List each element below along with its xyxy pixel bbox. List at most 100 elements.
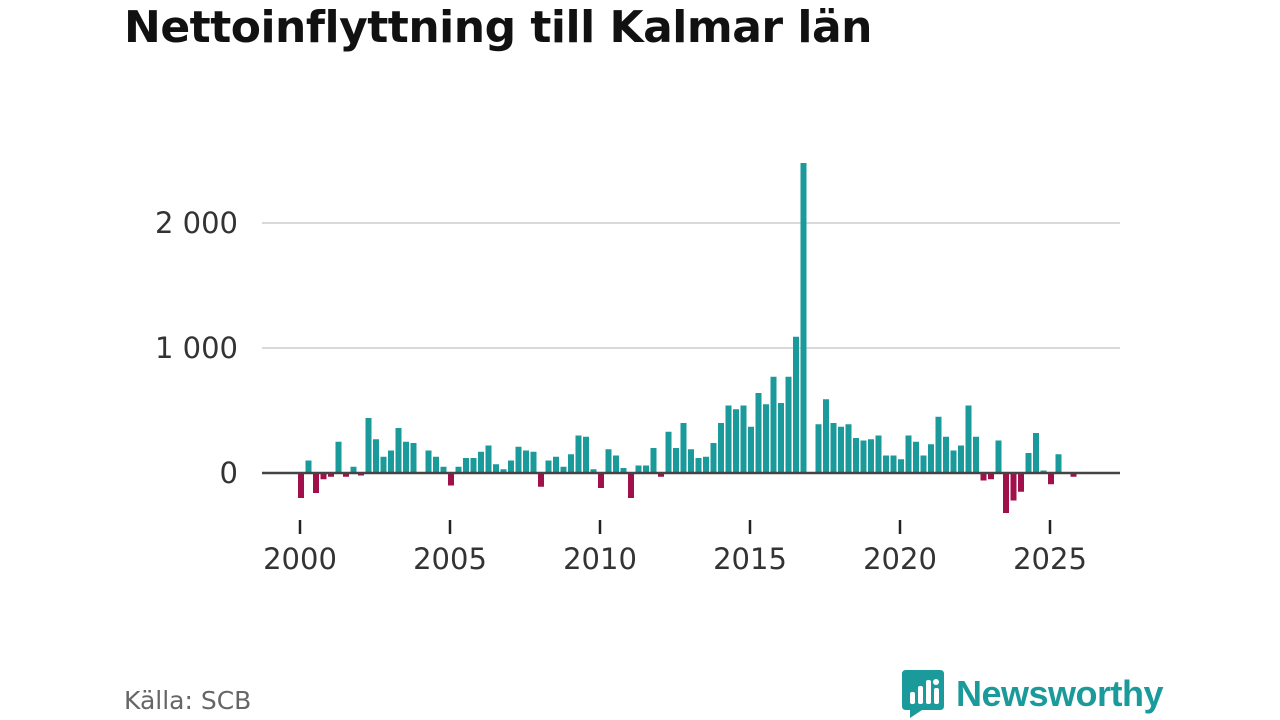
- bar-positive: [748, 426, 754, 473]
- bars: [298, 163, 1077, 513]
- bar-positive: [395, 428, 402, 473]
- bar-positive: [950, 450, 957, 473]
- y-tick-label: 2 000: [155, 206, 238, 240]
- bar-positive: [545, 460, 552, 473]
- bar-negative: [1010, 473, 1017, 501]
- bar-positive: [620, 468, 627, 473]
- bar-positive: [823, 399, 829, 473]
- y-tick-label: 1 000: [155, 331, 238, 365]
- bar-positive: [770, 376, 777, 473]
- bar-negative: [1018, 473, 1024, 492]
- bar-positive: [785, 376, 792, 473]
- bar-positive: [388, 450, 394, 473]
- bar-positive: [508, 460, 514, 473]
- x-tick-label: 2000: [263, 542, 337, 576]
- bar-positive: [493, 464, 499, 473]
- source-note: Källa: SCB: [124, 686, 252, 715]
- bar-negative: [298, 473, 304, 498]
- bar-positive: [455, 466, 462, 473]
- bar-positive: [883, 455, 889, 473]
- bar-positive: [500, 469, 507, 473]
- bar-positive: [688, 449, 694, 473]
- x-axis-labels: 2000 2005 2010 2015 2020 2025: [263, 542, 1087, 576]
- bar-positive: [380, 456, 387, 473]
- bar-positive: [410, 443, 417, 473]
- bar-positive: [478, 451, 484, 473]
- bar-negative: [980, 473, 987, 481]
- bar-positive: [440, 466, 447, 473]
- bar-positive: [875, 435, 882, 473]
- y-tick-label: 0: [220, 456, 238, 490]
- bar-positive: [523, 450, 529, 473]
- bar-positive: [800, 163, 807, 473]
- bar-positive: [613, 455, 619, 473]
- bar-positive: [958, 445, 964, 473]
- x-tick-label: 2015: [713, 542, 787, 576]
- bar-positive: [778, 403, 784, 473]
- x-tick-label: 2005: [413, 542, 487, 576]
- bar-positive: [350, 466, 357, 473]
- bar-positive: [935, 416, 942, 473]
- bar-negative: [313, 473, 319, 493]
- bar-positive: [1033, 433, 1039, 473]
- bar-positive: [965, 405, 972, 473]
- bar-positive: [763, 404, 769, 473]
- bar-positive: [710, 443, 717, 473]
- bar-positive: [815, 424, 822, 473]
- bar-positive: [718, 423, 724, 473]
- x-tick-label: 2020: [863, 542, 937, 576]
- bar-negative: [1070, 473, 1077, 477]
- bar-positive: [305, 460, 312, 473]
- bar-positive: [680, 423, 687, 473]
- bar-positive: [890, 455, 897, 473]
- bar-negative: [988, 473, 994, 480]
- bar-positive: [793, 336, 799, 473]
- bar-positive: [590, 469, 597, 473]
- bar-positive: [470, 458, 477, 473]
- bar-positive: [665, 431, 672, 473]
- bar-positive: [485, 445, 492, 473]
- bar-positive: [860, 440, 867, 473]
- bar-negative: [328, 473, 334, 477]
- bar-positive: [560, 466, 567, 473]
- bar-positive: [1055, 454, 1062, 473]
- bar-positive: [650, 448, 657, 473]
- bar-positive: [920, 455, 927, 473]
- bar-positive: [725, 405, 732, 473]
- bar-positive: [530, 451, 537, 473]
- bar-positive: [365, 418, 372, 473]
- bar-positive: [905, 435, 912, 473]
- bar-positive: [515, 446, 522, 473]
- x-axis-ticks: [298, 520, 1052, 534]
- bar-positive: [913, 441, 919, 473]
- bar-negative: [448, 473, 454, 486]
- bar-positive: [673, 448, 679, 473]
- chart-title: Nettoinflyttning till Kalmar län: [124, 2, 873, 53]
- bar-positive: [838, 426, 844, 473]
- bar-negative: [1003, 473, 1009, 513]
- bar-negative: [598, 473, 604, 488]
- bar-positive: [553, 456, 559, 473]
- bar-negative: [538, 473, 544, 487]
- newsworthy-logo-icon: [902, 670, 944, 718]
- bar-positive: [703, 456, 709, 473]
- bar-negative: [320, 473, 327, 480]
- bar-negative: [343, 473, 349, 477]
- bar-positive: [695, 458, 702, 473]
- brand-name: Newsworthy: [956, 673, 1164, 714]
- bar-positive: [898, 459, 904, 473]
- grid-lines: [262, 222, 1120, 349]
- bar-positive: [733, 409, 739, 473]
- bar-positive: [373, 439, 379, 473]
- bar-positive: [335, 441, 342, 473]
- bar-positive: [740, 405, 747, 473]
- bar-positive: [755, 393, 762, 473]
- bar-positive: [995, 440, 1002, 473]
- bar-positive: [943, 436, 949, 473]
- bar-positive: [928, 444, 934, 473]
- bar-negative: [1048, 473, 1054, 485]
- bar-positive: [463, 458, 469, 473]
- bar-negative: [658, 473, 664, 477]
- bar-positive: [575, 435, 582, 473]
